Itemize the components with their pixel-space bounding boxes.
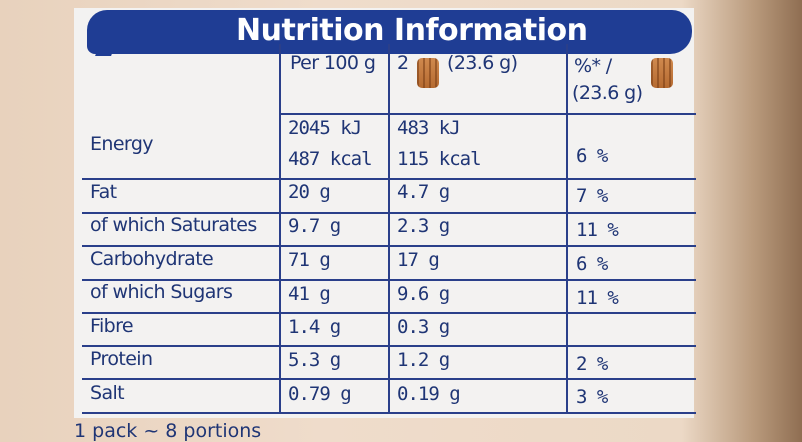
row-label: Fat <box>90 181 117 203</box>
waffle-icon <box>651 58 673 88</box>
row-label: Carbohydrate <box>90 248 214 270</box>
cell-per100: 9.7 g <box>288 215 341 237</box>
grid-line <box>82 178 696 180</box>
cell-pct: 11 % <box>576 287 619 309</box>
cell-pct: 11 % <box>576 219 619 241</box>
row-label: Fibre <box>90 315 134 337</box>
column-header-pct-line2: (23.6 g) <box>572 82 643 104</box>
cell-serving: 483 kJ <box>397 117 461 139</box>
cell-per100: 41 g <box>288 283 331 305</box>
cell-per100: 71 g <box>288 249 331 271</box>
cell-pct: 7 % <box>576 185 608 207</box>
cell-serving: 4.7 g <box>397 181 450 203</box>
grid-line <box>82 279 696 281</box>
cell-serving: 115 kcal <box>397 148 482 170</box>
cell-serving: 1.2 g <box>397 349 450 371</box>
cell-serving: 0.3 g <box>397 316 450 338</box>
cell-per100: 2045 kJ <box>288 117 362 139</box>
footer-note: 1 pack ~ 8 portions <box>74 420 262 442</box>
grid-line <box>82 412 696 414</box>
grid-line <box>82 345 696 347</box>
cell-serving: 0.19 g <box>397 383 461 405</box>
column-header-serving-suffix: (23.6 g) <box>447 52 518 74</box>
cell-serving: 9.6 g <box>397 283 450 305</box>
grid-line <box>82 245 696 247</box>
cell-per100: 0.79 g <box>288 383 352 405</box>
grid-line <box>388 44 390 414</box>
cell-per100: 5.3 g <box>288 349 341 371</box>
row-label: Protein <box>90 348 153 370</box>
column-header-serving-prefix: 2 <box>397 52 409 74</box>
cell-pct: 6 % <box>576 145 608 167</box>
row-label: of which Saturates <box>90 214 257 236</box>
cell-pct: 6 % <box>576 253 608 275</box>
cell-serving: 2.3 g <box>397 215 450 237</box>
waffle-icon <box>417 58 439 88</box>
grid-line <box>82 212 696 214</box>
column-header-pct-line1: %* / <box>574 55 612 77</box>
grid-line <box>82 312 696 314</box>
row-label: Salt <box>90 382 125 404</box>
grid-line <box>82 378 696 380</box>
row-label: of which Sugars <box>90 281 233 303</box>
row-label: Energy <box>90 133 154 155</box>
column-header-per100: Per 100 g <box>290 52 376 74</box>
cell-per100: 20 g <box>288 181 331 203</box>
cell-serving: 17 g <box>397 249 440 271</box>
cell-per100: 1.4 g <box>288 316 341 338</box>
grid-line <box>279 113 696 115</box>
cell-pct: 2 % <box>576 353 608 375</box>
grid-line <box>566 44 568 414</box>
cell-per100: 487 kcal <box>288 148 373 170</box>
grid-line <box>279 44 281 414</box>
page-title: Nutrition Information <box>236 13 588 48</box>
cell-pct: 3 % <box>576 386 608 408</box>
